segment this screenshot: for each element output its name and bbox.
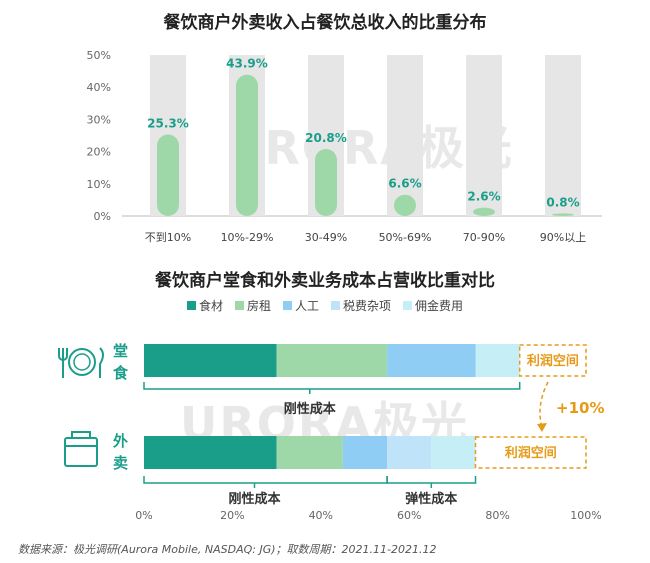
data-label: 25.3%: [147, 117, 189, 131]
bar-track: [545, 55, 581, 216]
legend-item: 税费杂项: [331, 297, 391, 314]
bar: [315, 149, 337, 216]
bar-segment: [475, 344, 520, 377]
row-label-char: 外: [113, 432, 129, 450]
diff-label: +10%: [556, 399, 604, 417]
bracket-label: 刚性成本: [284, 401, 336, 417]
legend-label: 佣金费用: [415, 299, 464, 313]
cost-bracket: [386, 476, 477, 484]
bar: [473, 207, 495, 216]
bar-track: [466, 55, 502, 216]
data-label: 43.9%: [226, 57, 268, 71]
y-tick-label: 50%: [87, 49, 111, 62]
data-label: 2.6%: [467, 190, 500, 204]
x-tick-label: 90%以上: [540, 231, 586, 244]
bar-segment: [276, 344, 388, 377]
bar-segment: [144, 344, 277, 377]
row-label-takeout: 外 卖: [113, 430, 131, 474]
row-label-char: 堂: [113, 342, 129, 360]
row-label-dine-in: 堂 食: [113, 340, 131, 384]
bar-segment: [276, 436, 343, 469]
y-tick-label: 0%: [94, 210, 111, 223]
legend-item: 佣金费用: [403, 297, 463, 314]
chart1-title: 餐饮商户外卖收入占餐饮总收入的比重分布: [163, 13, 487, 33]
x-tick-label: 80%: [485, 509, 509, 522]
x-tick-label: 30-49%: [305, 231, 347, 244]
row-label-char: 食: [113, 364, 129, 382]
cost-bracket: [143, 476, 388, 484]
profit-label: 利润空间: [527, 353, 579, 369]
chart2-title: 餐饮商户堂食和外卖业务成本占营收比重对比: [155, 271, 495, 291]
x-tick-label: 10%-29%: [221, 231, 274, 244]
legend-swatch: [331, 301, 340, 310]
x-tick-label: 0%: [135, 509, 152, 522]
legend-label: 税费杂项: [343, 299, 392, 313]
legend-item: 房租: [234, 297, 271, 314]
bracket-label: 弹性成本: [405, 491, 457, 507]
legend-item: 食材: [186, 297, 223, 314]
legend-swatch: [234, 301, 244, 310]
bar-segment: [144, 436, 277, 469]
bar-segment: [387, 344, 476, 377]
bracket-label: 刚性成本: [228, 491, 280, 507]
y-tick-label: 30%: [87, 113, 111, 126]
y-tick-label: 40%: [87, 81, 111, 94]
footer-source: 数据来源：极光调研(Aurora Mobile, NASDAQ: JG)；取数周…: [18, 543, 437, 556]
cost-bracket: [143, 382, 521, 390]
diff-arrowhead: [537, 423, 547, 432]
bar: [394, 194, 416, 216]
x-tick-label: 70-90%: [463, 231, 505, 244]
legend-label: 食材: [198, 299, 223, 313]
legend-swatch: [186, 301, 196, 310]
data-label: 0.8%: [546, 195, 579, 209]
x-tick-label: 40%: [309, 509, 333, 522]
profit-label: 利润空间: [505, 445, 557, 461]
legend-item: 人工: [282, 297, 319, 314]
dine-in-icon: [58, 347, 104, 378]
y-tick-label: 20%: [87, 146, 111, 159]
x-tick-label: 50%-69%: [379, 231, 432, 244]
x-tick-label: 20%: [220, 509, 244, 522]
y-tick-label: 10%: [87, 178, 111, 191]
bar: [157, 134, 179, 216]
x-tick-label: 100%: [570, 509, 601, 522]
chart2-legend: 食材 房租 人工 税费杂项 佣金费用: [0, 297, 650, 314]
legend-swatch: [403, 301, 413, 310]
bar-segment: [342, 436, 388, 469]
x-tick-label: 60%: [397, 509, 421, 522]
row-label-char: 卖: [113, 454, 129, 472]
data-label: 6.6%: [388, 177, 421, 191]
bar-track: [387, 55, 423, 216]
takeout-icon: [64, 431, 98, 467]
legend-label: 房租: [246, 299, 271, 313]
data-label: 20.8%: [305, 131, 347, 145]
profit-box: [474, 436, 587, 469]
legend-label: 人工: [294, 299, 319, 313]
bar-segment: [387, 436, 432, 469]
x-tick-label: 不到10%: [145, 231, 191, 244]
legend-swatch: [282, 301, 292, 310]
diff-arrow: [539, 381, 549, 429]
bar: [236, 74, 258, 216]
bar: [552, 213, 574, 216]
bar-segment: [431, 436, 476, 469]
